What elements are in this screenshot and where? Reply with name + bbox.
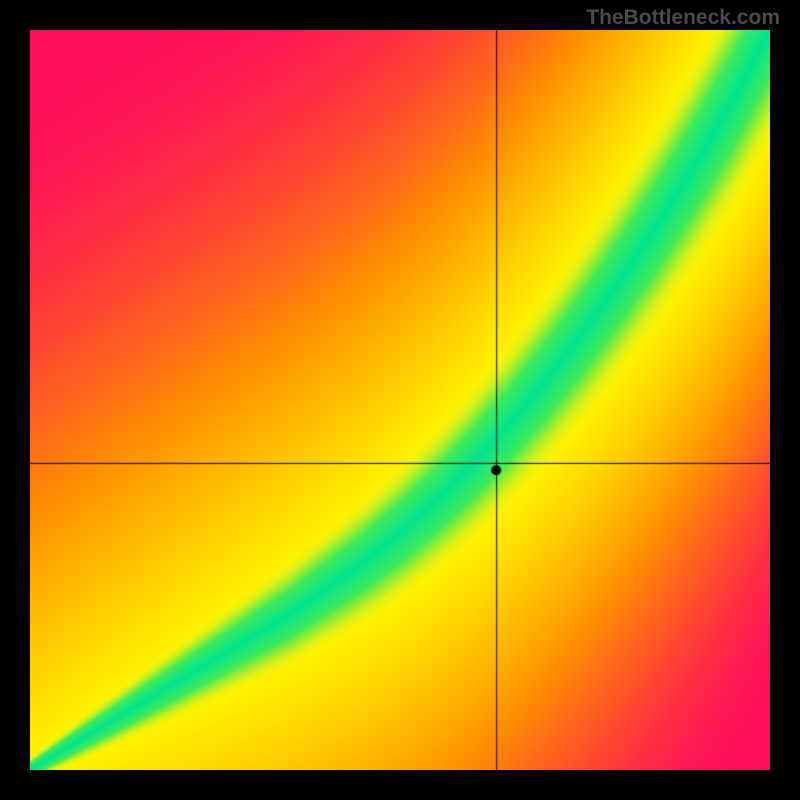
- watermark-text: TheBottleneck.com: [586, 6, 780, 30]
- heatmap-canvas: [30, 30, 770, 770]
- heatmap-plot: [30, 30, 770, 770]
